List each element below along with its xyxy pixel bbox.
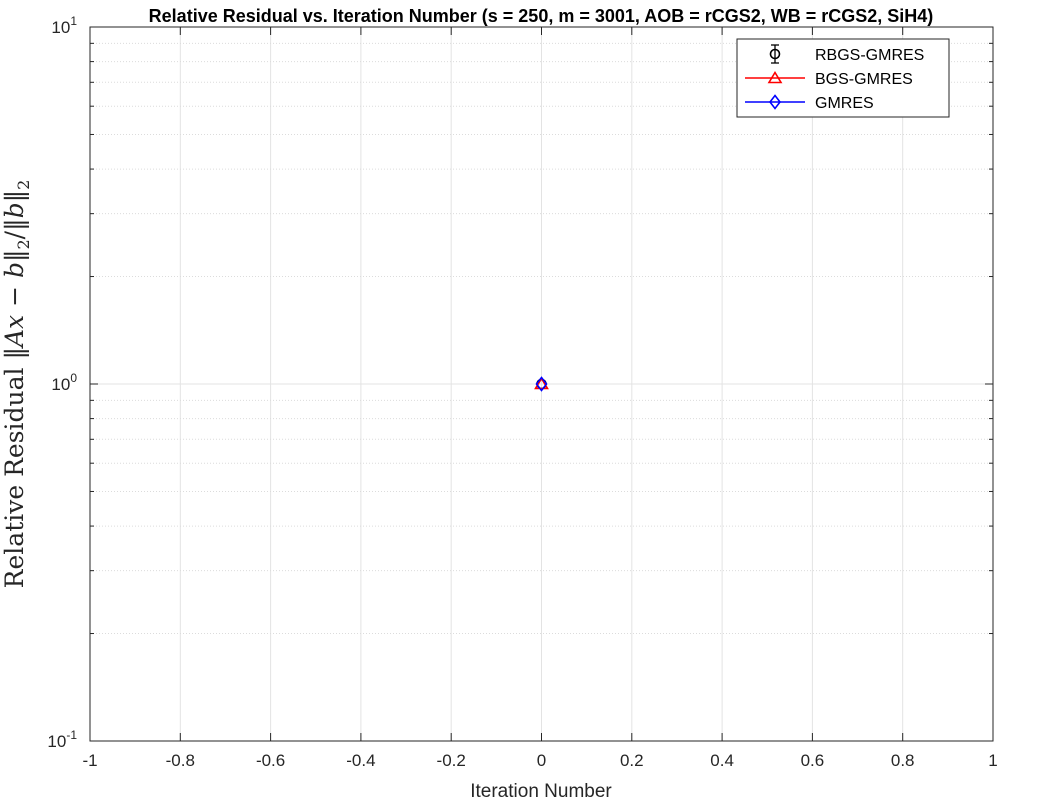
gmres-point: [535, 376, 548, 392]
rbgs-gmres-legend-marker: [769, 48, 781, 60]
x-tick-label: 1: [988, 751, 997, 770]
x-tick-label: -1: [82, 751, 97, 770]
x-tick-label: -0.6: [256, 751, 285, 770]
x-tick-label: 0.8: [891, 751, 915, 770]
x-tick-label: -0.2: [437, 751, 466, 770]
gmres-legend-marker: [768, 94, 782, 110]
y-tick-label: 10-1: [47, 728, 77, 751]
x-tick-label: 0.6: [801, 751, 825, 770]
chart-title: Relative Residual vs. Iteration Number (…: [149, 6, 934, 26]
bgs-gmres-legend-label: BGS-GMRES: [815, 71, 913, 88]
y-tick-label: 101: [51, 14, 77, 37]
y-tick-label: 100: [51, 371, 77, 394]
x-tick-label: -0.4: [346, 751, 375, 770]
bgs-gmres-point: [534, 376, 549, 390]
x-tick-label: 0: [537, 751, 546, 770]
gmres-legend-label: GMRES: [815, 95, 874, 112]
series: [534, 376, 549, 392]
x-tick-label: 0.2: [620, 751, 644, 770]
x-axis-label: Iteration Number: [470, 781, 612, 801]
rbgs-gmres-legend-label: RBGS-GMRES: [815, 47, 924, 64]
y-axis-label: Relative Residual ‖Ax − b‖2/‖b‖2: [0, 180, 33, 589]
legend: RBGS-GMRES BGS-GMRES GMRES: [736, 38, 950, 118]
x-tick-label: -0.8: [166, 751, 195, 770]
bgs-gmres-legend-marker: [767, 70, 783, 84]
x-tick-label: 0.4: [710, 751, 734, 770]
ticks: -1 -0.8 -0.6 -0.4 -0.2 0 0.2 0.4 0.6 0.8 1 10-1 100 1…: [47, 14, 997, 770]
